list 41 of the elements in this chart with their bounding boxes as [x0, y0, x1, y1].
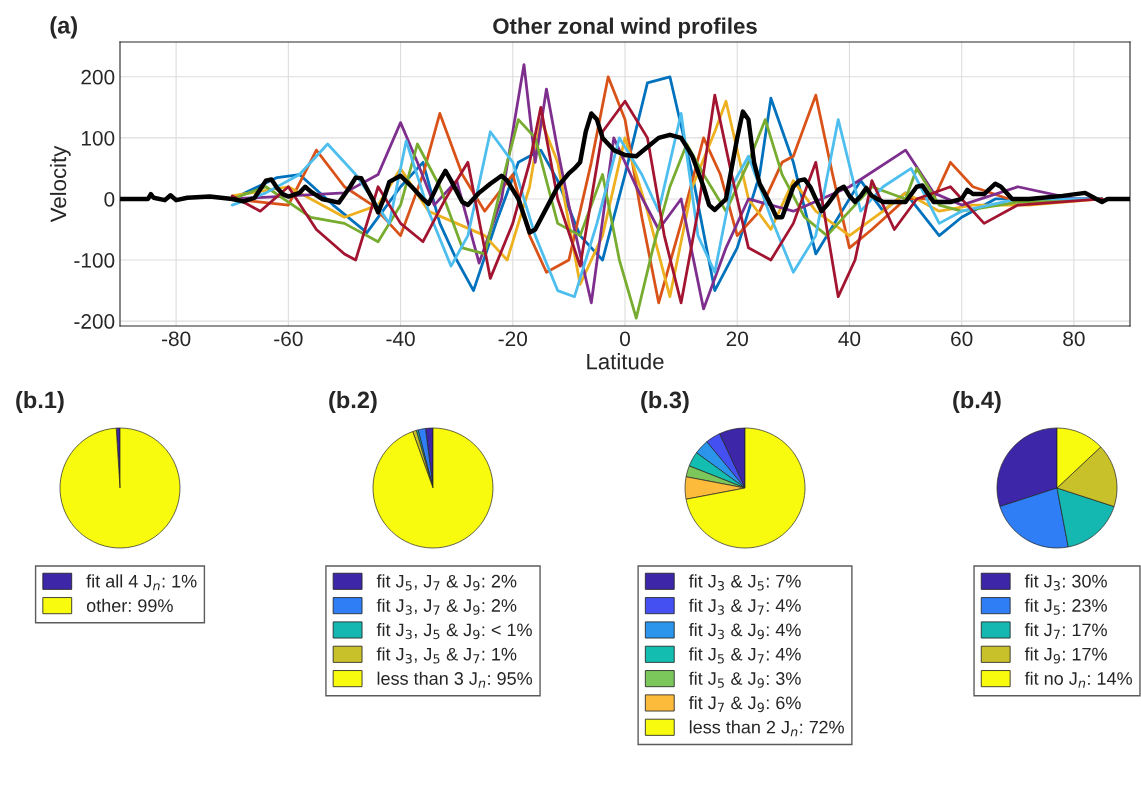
legend-label: fit J$_{3}$ & J$_{5}$: 7%	[688, 574, 801, 591]
y-tick-label: 0	[104, 191, 115, 207]
x-tick-label: 80	[1063, 331, 1085, 347]
chart-title: Other zonal wind profiles	[493, 17, 757, 39]
x-tick-label: -40	[386, 331, 415, 347]
legend-label: fit J$_{5}$: 23%	[1024, 598, 1107, 615]
x-axis-title: Latitude	[587, 353, 664, 370]
legend-label: fit J$_{9}$: 17%	[1024, 647, 1107, 664]
legend-label: fit J$_{7}$: 17%	[1024, 622, 1107, 640]
x-tick-label: -60	[274, 331, 303, 347]
y-tick-label: -100	[74, 253, 115, 268]
legend-label: fit J$_{3}$, J$_{5}$ & J$_{9}$: < 1%	[376, 622, 532, 640]
text: (b.1)	[16, 390, 64, 413]
text: (b.2)	[329, 390, 377, 413]
x-tick-label: 20	[726, 331, 748, 347]
legend-label: fit J$_{7}$ & J$_{9}$: 6%	[688, 695, 801, 713]
x-tick-label: -20	[498, 331, 528, 347]
legend-label: other: 99%	[86, 598, 173, 612]
text: (b.3)	[641, 390, 689, 413]
text: (b.4)	[953, 390, 1001, 413]
legend-label: fit J$_{3}$, J$_{7}$ & J$_{9}$: 2%	[376, 598, 517, 615]
y-tick-label: -200	[74, 314, 115, 329]
legend-label: fit J$_{3}$, J$_{5}$ & J$_{7}$: 1%	[376, 647, 517, 664]
y-axis-title: Velocity	[49, 145, 71, 223]
legend-label: fit J$_{5}$ & J$_{9}$: 3%	[688, 671, 801, 688]
x-tick-label: 60	[951, 331, 973, 347]
x-tick-label: -80	[161, 331, 191, 347]
legend-label: less than 2 J$_{n}$: 72%	[689, 720, 844, 737]
text: (a)	[50, 16, 77, 39]
legend-label: fit J$_{5}$ & J$_{7}$: 4%	[688, 647, 801, 664]
legend-label: fit J$_{3}$ & J$_{9}$: 4%	[688, 622, 801, 640]
x-tick-label: 0	[620, 331, 630, 347]
x-tick-label: 40	[838, 331, 861, 347]
legend-label: fit J$_{5}$, J$_{7}$ & J$_{9}$: 2%	[376, 574, 517, 591]
legend-label: fit no J$_{n}$: 14%	[1024, 671, 1132, 688]
legend-label: fit J$_{3}$: 30%	[1024, 574, 1107, 591]
y-tick-label: 100	[81, 130, 115, 146]
legend-label: less than 3 J$_{n}$: 95%	[377, 671, 533, 688]
legend-label: fit all 4 J$_{n}$: 1%	[86, 574, 197, 591]
legend-label: fit J$_{3}$ & J$_{7}$: 4%	[688, 598, 801, 615]
y-tick-label: 200	[81, 69, 115, 85]
